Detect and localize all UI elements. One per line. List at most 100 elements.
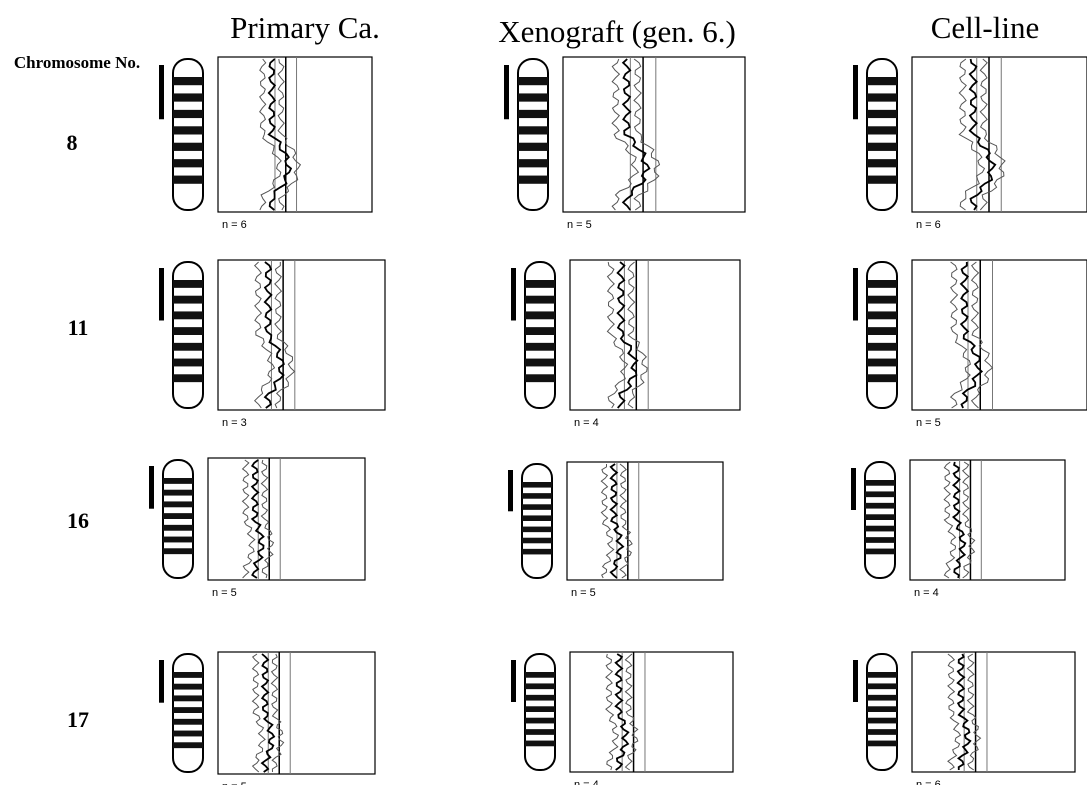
deletion-bar bbox=[853, 65, 858, 119]
ideogram-band bbox=[163, 548, 193, 554]
ideogram-band bbox=[173, 672, 203, 678]
ideogram-band bbox=[525, 359, 555, 367]
n-label: n = 5 bbox=[222, 781, 247, 785]
ideogram-band bbox=[867, 296, 897, 304]
profile-curve bbox=[944, 462, 955, 578]
ideogram-band bbox=[525, 311, 555, 319]
ideogram-band bbox=[518, 176, 548, 184]
figure: Primary Ca. Xenograft (gen. 6.) Cell-lin… bbox=[0, 0, 1087, 785]
ideogram-band bbox=[522, 538, 552, 544]
profile-box bbox=[218, 57, 372, 212]
ideogram-band bbox=[867, 359, 897, 367]
ideogram-band bbox=[163, 490, 193, 496]
column-title: Cell-line bbox=[931, 10, 1039, 45]
ideogram-band bbox=[522, 549, 552, 555]
ideogram-band bbox=[867, 77, 897, 85]
deletion-bar bbox=[853, 660, 858, 702]
profile-box bbox=[912, 57, 1087, 212]
ideogram-band bbox=[173, 126, 203, 134]
profile-curve bbox=[963, 462, 975, 578]
profile-box bbox=[218, 260, 385, 410]
n-label: n = 4 bbox=[574, 417, 599, 429]
profile-curve bbox=[625, 654, 637, 770]
ideogram-band bbox=[518, 126, 548, 134]
profile-box bbox=[912, 260, 1087, 410]
chromosome-label: 17 bbox=[67, 707, 89, 732]
ideogram-band bbox=[867, 280, 897, 288]
ideogram-band bbox=[867, 672, 897, 678]
ideogram-band bbox=[867, 143, 897, 151]
n-label: n = 4 bbox=[914, 587, 939, 599]
ideogram-band bbox=[525, 683, 555, 689]
profile-curve bbox=[271, 654, 283, 772]
profile-curve bbox=[253, 654, 266, 772]
ideogram-band bbox=[163, 513, 193, 519]
ideogram-band bbox=[867, 311, 897, 319]
profile-box bbox=[910, 460, 1065, 580]
profile-curve bbox=[623, 59, 649, 210]
ideogram-band bbox=[867, 729, 897, 735]
ideogram-band bbox=[522, 504, 552, 510]
deletion-bar bbox=[159, 268, 164, 321]
column-title: Xenograft (gen. 6.) bbox=[498, 14, 736, 49]
ideogram-band bbox=[865, 503, 895, 509]
ideogram-band bbox=[867, 176, 897, 184]
ideogram-band bbox=[867, 327, 897, 335]
ideogram-band bbox=[173, 359, 203, 367]
ideogram-band bbox=[867, 110, 897, 118]
deletion-bar bbox=[159, 65, 164, 119]
deletion-bar bbox=[851, 468, 856, 510]
ideogram-band bbox=[865, 549, 895, 555]
ideogram-band bbox=[865, 537, 895, 543]
ideogram-band bbox=[173, 695, 203, 701]
ideogram-band bbox=[867, 374, 897, 382]
ideogram-band bbox=[522, 515, 552, 521]
deletion-bar bbox=[149, 466, 154, 509]
ideogram-band bbox=[173, 296, 203, 304]
ideogram-band bbox=[173, 719, 203, 725]
ideogram-band bbox=[522, 493, 552, 499]
ideogram-band bbox=[867, 683, 897, 689]
ideogram-band bbox=[525, 327, 555, 335]
profile-box bbox=[570, 652, 733, 772]
ideogram-band bbox=[173, 143, 203, 151]
ideogram-band bbox=[867, 126, 897, 134]
ideogram-band bbox=[867, 741, 897, 747]
ideogram-band bbox=[173, 110, 203, 118]
ideogram-band bbox=[865, 526, 895, 532]
ideogram-band bbox=[173, 176, 203, 184]
ideogram-band bbox=[163, 537, 193, 543]
n-label: n = 4 bbox=[574, 779, 599, 785]
deletion-bar bbox=[508, 470, 513, 511]
profile-curve bbox=[620, 464, 632, 578]
n-label: n = 5 bbox=[567, 219, 592, 231]
ideogram-band bbox=[522, 482, 552, 488]
ideogram-band bbox=[525, 672, 555, 678]
column-title: Primary Ca. bbox=[230, 10, 380, 45]
ideogram-band bbox=[163, 501, 193, 507]
ideogram-band bbox=[173, 374, 203, 382]
row-header: Chromosome No. bbox=[2, 52, 152, 74]
ideogram-band bbox=[173, 684, 203, 690]
ideogram-band bbox=[867, 93, 897, 101]
row-header-box: Chromosome No. bbox=[2, 52, 152, 102]
profile-curve bbox=[606, 654, 619, 770]
ideogram-band bbox=[173, 731, 203, 737]
ideogram-band bbox=[173, 343, 203, 351]
ideogram-band bbox=[518, 93, 548, 101]
profile-box bbox=[570, 260, 740, 410]
ideogram-band bbox=[173, 93, 203, 101]
ideogram-band bbox=[525, 343, 555, 351]
profile-box bbox=[218, 652, 375, 774]
n-label: n = 5 bbox=[212, 587, 237, 599]
ideogram-band bbox=[163, 478, 193, 484]
profile-box bbox=[912, 652, 1075, 772]
ideogram-band bbox=[525, 741, 555, 747]
ideogram-band bbox=[865, 491, 895, 497]
ideogram-band bbox=[522, 527, 552, 533]
n-label: n = 6 bbox=[222, 219, 247, 231]
chromosome-label: 11 bbox=[68, 315, 89, 340]
ideogram-band bbox=[525, 729, 555, 735]
ideogram-band bbox=[173, 707, 203, 713]
ideogram-band bbox=[867, 695, 897, 701]
